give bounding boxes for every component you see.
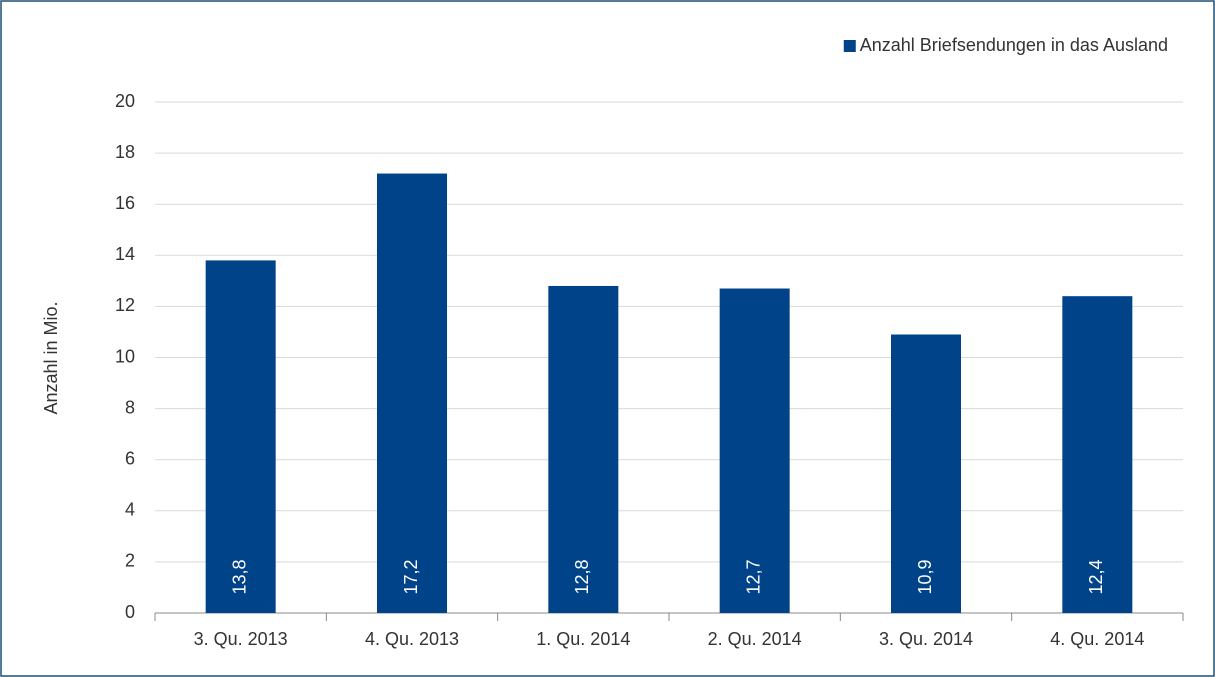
x-tick-label: 4. Qu. 2013 — [365, 629, 459, 649]
y-tick-label: 6 — [125, 448, 135, 468]
bar — [719, 288, 790, 613]
data-label: 12,7 — [743, 559, 763, 594]
y-tick-label: 0 — [125, 602, 135, 622]
data-label: 13,8 — [229, 559, 249, 594]
bar — [548, 285, 619, 613]
x-tick-label: 2. Qu. 2014 — [708, 629, 802, 649]
y-tick-label: 10 — [115, 346, 135, 366]
bar — [891, 334, 961, 613]
legend-label: Anzahl Briefsendungen in das Ausland — [860, 35, 1168, 55]
y-tick-label: 12 — [115, 295, 135, 315]
x-tick-label: 4. Qu. 2014 — [1050, 629, 1144, 649]
y-tick-label: 20 — [115, 91, 135, 111]
bar — [1062, 296, 1133, 613]
y-tick-label: 18 — [115, 142, 135, 162]
y-tick-label: 8 — [125, 397, 135, 417]
y-tick-label: 16 — [115, 193, 135, 213]
data-label: 12,8 — [572, 559, 592, 594]
x-tick-label: 3. Qu. 2013 — [194, 629, 288, 649]
data-label: 12,4 — [1086, 559, 1106, 594]
y-tick-label: 2 — [125, 551, 135, 571]
y-tick-label: 4 — [125, 500, 135, 520]
x-tick-label: 1. Qu. 2014 — [536, 629, 630, 649]
legend-swatch — [843, 40, 856, 52]
y-axis-label: Anzahl in Mio. — [41, 301, 61, 414]
data-label: 10,9 — [915, 559, 935, 594]
x-tick-label: 3. Qu. 2014 — [879, 629, 973, 649]
y-tick-label: 14 — [115, 244, 135, 264]
bar — [377, 173, 447, 614]
data-label: 17,2 — [401, 559, 421, 594]
bar — [205, 260, 276, 613]
